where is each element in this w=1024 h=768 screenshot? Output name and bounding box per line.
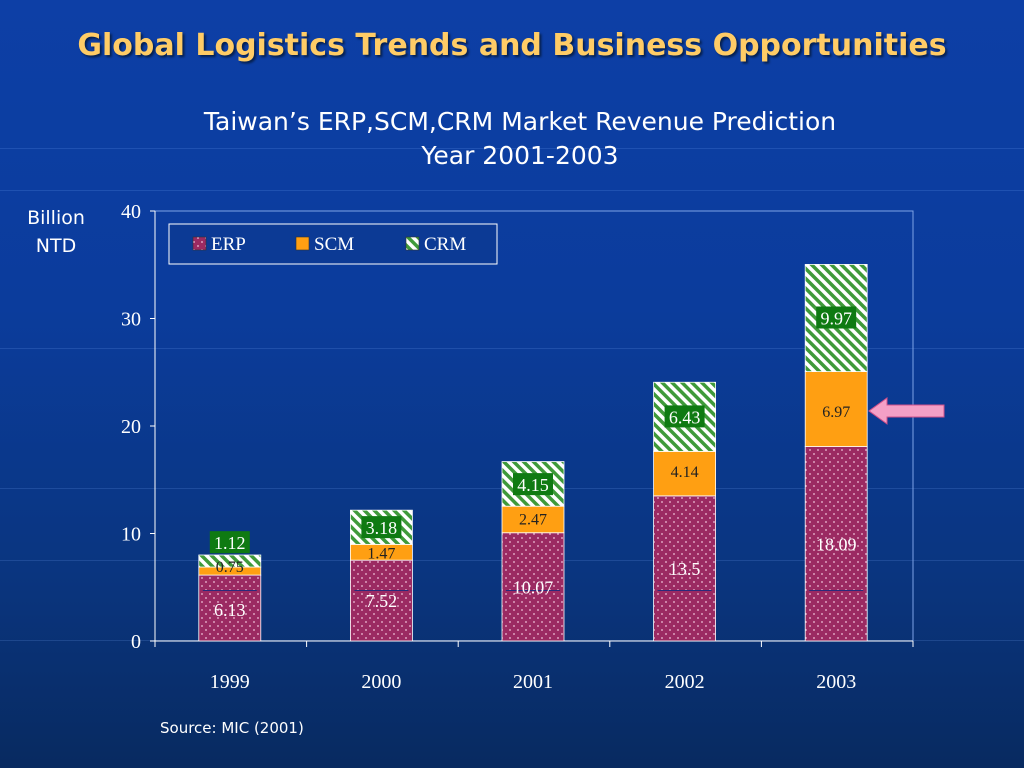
bar-erp-2001: [501, 532, 565, 642]
legend-label-scm: SCM: [314, 234, 354, 255]
x-tick-label: 1999: [210, 671, 250, 693]
data-label-erp-2003: 18.09: [816, 534, 857, 554]
legend-swatch-erp: [192, 236, 207, 251]
bar-scm-2001: [501, 505, 565, 534]
x-tick-label: 2003: [816, 671, 856, 693]
y-unit-line2: NTD: [35, 235, 77, 257]
data-label-erp-2001: 10.07: [513, 577, 554, 597]
data-label-bg-crm-2001: [513, 473, 553, 496]
bar-erp-1999: [198, 574, 262, 642]
y-unit-label: Billion NTD: [18, 204, 94, 260]
bars: 6.13 0.75 1.12 7.52 1.47 3.18 10.07 2.47 4.15 13.…: [198, 264, 868, 642]
data-label-crm-2003: 9.97: [820, 309, 852, 329]
y-tick-label: 20: [121, 416, 141, 438]
data-label-scm-1999: 0.75: [216, 559, 244, 576]
bar-erp-2003: [804, 446, 868, 642]
y-axis: 0 10 20 30 40: [121, 201, 155, 653]
bar-scm-2003: [804, 371, 868, 447]
legend-swatch-scm: [295, 236, 310, 251]
bar-stack-2002: [653, 381, 716, 642]
annotation-arrow: [868, 396, 945, 425]
source-note: Source: MIC (2001): [160, 719, 304, 737]
bar-crm-1999: [198, 554, 262, 568]
y-tick-label: 40: [121, 201, 141, 223]
bar-stack-1999: [198, 554, 262, 642]
data-label-erp-1999: 6.13: [214, 600, 246, 620]
data-label-erp-2002: 13.5: [669, 559, 701, 579]
x-tick-label: 2000: [361, 671, 401, 693]
y-unit-line1: Billion: [27, 207, 85, 229]
legend-label-erp: ERP: [211, 234, 246, 255]
data-label-crm-2000: 3.18: [366, 518, 398, 538]
legend-swatch-crm: [405, 236, 420, 251]
data-label-scm-2002: 4.14: [671, 464, 699, 481]
data-label-bg-crm-1999: [209, 531, 250, 554]
chart-title-line1: Taiwan’s ERP,SCM,CRM Market Revenue Pred…: [203, 107, 837, 136]
legend-box: [168, 223, 498, 265]
y-tick-label: 10: [121, 524, 141, 546]
data-label-bg-crm-2000: [361, 516, 402, 539]
chart-title-line2: Year 2001-2003: [421, 141, 619, 170]
data-label-scm-2000: 1.47: [367, 545, 395, 562]
x-tick-label: 2001: [513, 671, 553, 693]
data-label-bg-crm-2002: [664, 405, 705, 428]
arrow-icon: [868, 396, 945, 425]
legend: ERP SCM CRM: [168, 223, 498, 265]
data-label-crm-1999: 1.12: [214, 533, 246, 553]
x-tick-label: 2002: [665, 671, 705, 693]
x-axis: 1999 2000 2001 2002 2003: [154, 641, 914, 693]
bar-stack-2000: [349, 509, 413, 642]
data-label-crm-2002: 6.43: [669, 407, 701, 427]
bar-erp-2002: [653, 495, 716, 642]
data-label-crm-2001: 4.15: [517, 475, 549, 495]
y-tick-label: 0: [131, 631, 141, 653]
legend-label-crm: CRM: [424, 234, 466, 255]
data-label-bg-crm-2003: [816, 306, 857, 329]
data-label-erp-2000: 7.52: [366, 591, 398, 611]
data-label-scm-2003: 6.97: [822, 404, 850, 421]
bar-erp-2000: [349, 559, 413, 642]
chart-title: Taiwan’s ERP,SCM,CRM Market Revenue Pred…: [0, 105, 1024, 173]
y-tick-label: 30: [121, 309, 141, 331]
slide-title: Global Logistics Trends and Business Opp…: [77, 28, 947, 63]
data-label-scm-2001: 2.47: [519, 511, 547, 528]
bar-stack-2001: [501, 461, 565, 642]
